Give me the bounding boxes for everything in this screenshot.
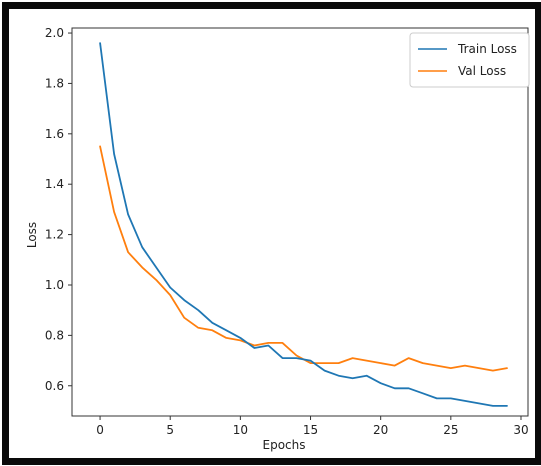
x-axis-label: Epochs (263, 438, 306, 452)
plot-border (71, 27, 529, 417)
y-tick-label: 0.8 (45, 328, 64, 342)
x-tick-label: 0 (96, 423, 104, 437)
y-axis-label: Loss (25, 222, 39, 248)
legend-box (409, 32, 530, 88)
x-tick-label: 10 (233, 423, 248, 437)
legend-label-val: Val Loss (458, 64, 506, 78)
y-tick-label: 1.6 (45, 127, 64, 141)
x-axis-ticks: 0 5 10 15 20 25 30 (96, 416, 529, 437)
y-axis-ticks: 0.6 0.8 1.0 1.2 1.4 1.6 1.8 2.0 (45, 26, 72, 393)
y-tick-label: 1.2 (45, 228, 64, 242)
y-tick-label: 2.0 (45, 26, 64, 40)
x-tick-label: 5 (166, 423, 174, 437)
y-tick-label: 1.8 (45, 76, 64, 90)
legend-label-train: Train Loss (457, 42, 517, 56)
series-lines (99, 42, 508, 407)
loss-chart: 0 5 10 15 20 25 30 0.6 0.8 1.0 1.2 1.4 1.6 1.8 2.0 Ep… (25, 26, 530, 452)
x-tick-label: 25 (443, 423, 458, 437)
x-tick-label: 20 (373, 423, 388, 437)
val-loss-line (99, 145, 508, 372)
x-tick-label: 15 (303, 423, 318, 437)
plot-area (71, 27, 529, 417)
legend: Train Loss Val Loss (409, 32, 530, 88)
train-loss-line (99, 42, 508, 407)
y-tick-label: 0.6 (45, 379, 64, 393)
x-tick-label: 30 (513, 423, 528, 437)
y-tick-label: 1.4 (45, 177, 64, 191)
y-tick-label: 1.0 (45, 278, 64, 292)
